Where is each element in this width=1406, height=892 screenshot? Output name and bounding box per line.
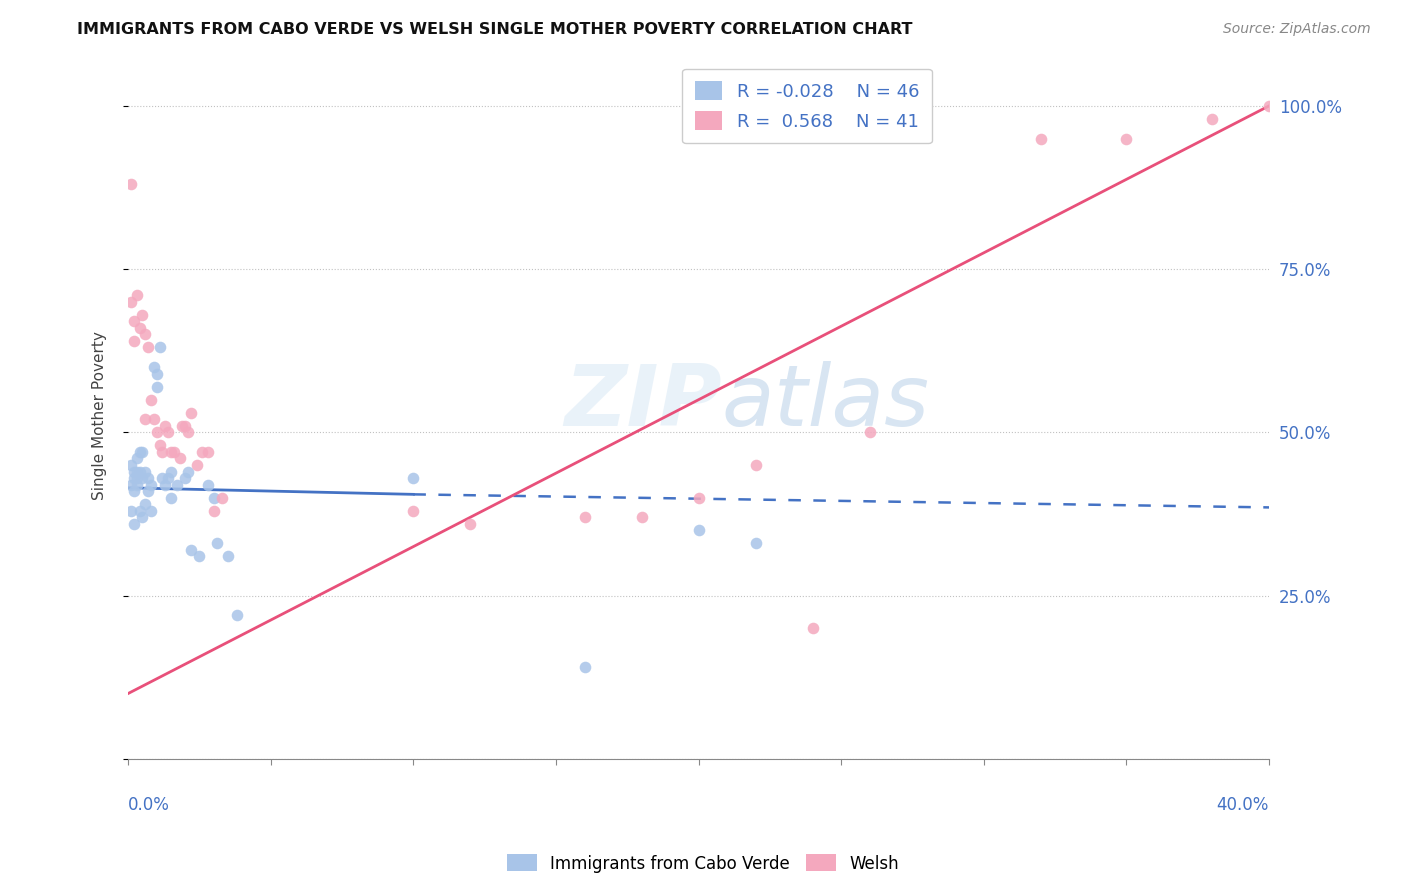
Legend: Immigrants from Cabo Verde, Welsh: Immigrants from Cabo Verde, Welsh (501, 847, 905, 880)
Point (125, 465, 148, 479)
Point (859, 425, 882, 440)
Point (180, 542, 202, 557)
Point (155, 418, 177, 433)
Point (801, 621, 824, 635)
Text: 0.0%: 0.0% (128, 797, 170, 814)
Point (217, 549, 239, 564)
Point (191, 445, 214, 459)
Point (134, 465, 156, 479)
Point (122, 334, 145, 348)
Point (120, 477, 142, 491)
Point (163, 445, 186, 459)
Point (125, 471, 148, 485)
Point (574, 510, 596, 524)
Point (122, 465, 145, 479)
Point (122, 516, 145, 531)
Point (1201, 112, 1223, 126)
Point (131, 510, 153, 524)
Point (197, 477, 219, 491)
Point (125, 451, 148, 466)
Point (1258, 99, 1281, 113)
Point (128, 465, 150, 479)
Point (134, 327, 156, 342)
Point (148, 438, 170, 452)
Point (172, 418, 194, 433)
Point (188, 549, 211, 564)
Point (139, 504, 162, 518)
Point (166, 477, 188, 491)
Point (134, 497, 156, 511)
Point (630, 510, 652, 524)
Point (1115, 131, 1137, 145)
Text: Source: ZipAtlas.com: Source: ZipAtlas.com (1223, 22, 1371, 37)
Point (125, 288, 148, 302)
Point (180, 406, 202, 420)
Point (145, 379, 167, 393)
Legend: R = -0.028    N = 46, R =  0.568    N = 41: R = -0.028 N = 46, R = 0.568 N = 41 (682, 69, 932, 144)
Point (131, 445, 153, 459)
Point (136, 484, 159, 499)
Point (157, 471, 180, 485)
Point (139, 392, 162, 407)
Point (120, 504, 142, 518)
Point (157, 425, 180, 440)
Point (197, 445, 219, 459)
Point (128, 504, 150, 518)
Point (205, 536, 228, 550)
Point (574, 660, 596, 674)
Point (744, 536, 766, 550)
Point (460, 516, 482, 531)
Point (142, 359, 165, 374)
Point (125, 477, 148, 491)
Point (688, 523, 710, 537)
Text: atlas: atlas (721, 360, 929, 444)
Point (202, 504, 225, 518)
Point (145, 425, 167, 440)
Point (688, 491, 710, 505)
Point (160, 491, 183, 505)
Point (120, 178, 142, 192)
Point (402, 471, 425, 485)
Point (122, 314, 145, 328)
Point (148, 341, 170, 355)
Point (174, 418, 197, 433)
Point (120, 294, 142, 309)
Point (225, 608, 247, 623)
Point (136, 341, 159, 355)
Point (155, 477, 177, 491)
Point (177, 425, 200, 440)
Point (744, 458, 766, 472)
Point (174, 471, 197, 485)
Point (128, 445, 150, 459)
Point (134, 412, 156, 426)
Point (160, 465, 183, 479)
Point (186, 458, 208, 472)
Point (145, 367, 167, 381)
Point (142, 412, 165, 426)
Point (122, 471, 145, 485)
Point (177, 465, 200, 479)
Point (402, 504, 425, 518)
Y-axis label: Single Mother Poverty: Single Mother Poverty (93, 332, 107, 500)
Point (211, 491, 233, 505)
Point (169, 451, 191, 466)
Point (128, 321, 150, 335)
Point (139, 477, 162, 491)
Point (122, 484, 145, 499)
Point (202, 491, 225, 505)
Text: IMMIGRANTS FROM CABO VERDE VS WELSH SINGLE MOTHER POVERTY CORRELATION CHART: IMMIGRANTS FROM CABO VERDE VS WELSH SING… (77, 22, 912, 37)
Text: ZIP: ZIP (564, 360, 721, 444)
Point (120, 458, 142, 472)
Point (1029, 131, 1052, 145)
Point (150, 471, 173, 485)
Point (131, 308, 153, 322)
Point (131, 471, 153, 485)
Point (136, 471, 159, 485)
Point (160, 445, 183, 459)
Point (150, 445, 173, 459)
Text: 40.0%: 40.0% (1216, 797, 1270, 814)
